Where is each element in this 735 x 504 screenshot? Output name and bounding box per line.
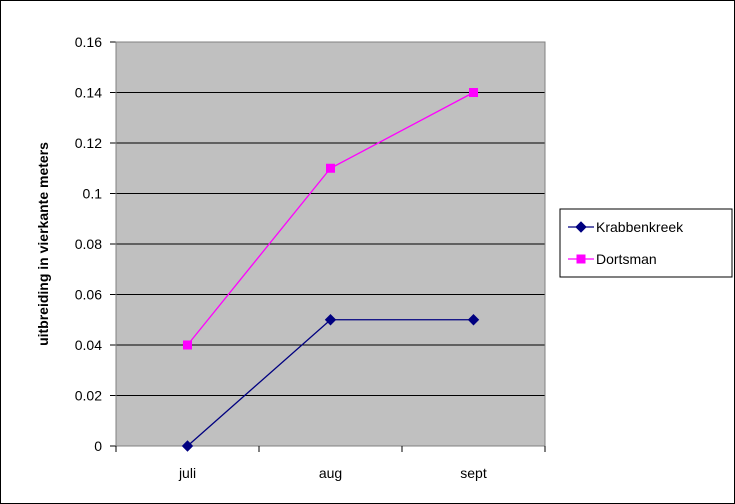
y-tick-label: 0.14: [75, 85, 102, 101]
x-tick-label: sept: [460, 465, 487, 481]
y-tick-label: 0.04: [75, 337, 102, 353]
series-lines: [181, 88, 480, 452]
y-tick-label: 0.08: [75, 236, 102, 252]
data-point-dortsman: [469, 88, 478, 97]
plot-border: [115, 41, 546, 447]
legend-marker-krabbenkreek: [575, 221, 587, 233]
legend-label-dortsman: Dortsman: [596, 251, 657, 267]
data-point-dortsman: [326, 163, 335, 173]
y-tick-label: 0.12: [75, 135, 102, 151]
legend-box: [559, 208, 733, 278]
y-tick-labels: 0 0.02 0.04 0.06 0.08 0.1 0.12 0.14 0.16: [75, 34, 102, 454]
y-tick-label: 0.02: [75, 388, 102, 404]
legend-marker-dortsman: [576, 254, 586, 264]
data-point-krabbenkreek: [467, 314, 480, 326]
x-tick-labels: juli aug sept: [178, 465, 487, 481]
data-point-dortsman: [183, 340, 192, 350]
x-tick-label: juli: [178, 465, 196, 481]
y-tick-label: 0.1: [83, 186, 103, 202]
legend-label-krabbenkreek: Krabbenkreek: [596, 219, 684, 235]
x-tick-label: aug: [319, 465, 342, 481]
data-point-krabbenkreek: [324, 314, 337, 326]
y-axis-label: uitbreiding in vierkante meters: [35, 142, 51, 346]
grid-lines: [116, 41, 545, 447]
y-tick-label: 0.16: [75, 34, 102, 50]
y-tick-label: 0.06: [75, 287, 102, 303]
y-tick-label: 0: [94, 438, 102, 454]
legend: Krabbenkreek Dortsman: [559, 208, 733, 278]
data-point-krabbenkreek: [181, 440, 194, 452]
